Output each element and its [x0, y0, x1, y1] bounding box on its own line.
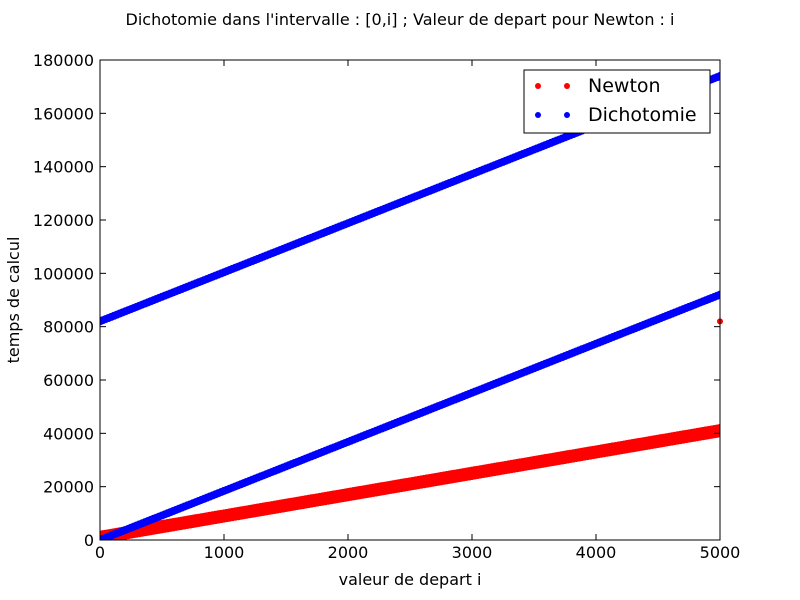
- y-tick-label: 20000: [43, 478, 94, 497]
- series-dichotomie-points: [100, 290, 720, 540]
- y-tick-label: 160000: [33, 104, 94, 123]
- chart-title: Dichotomie dans l'intervalle : [0,i] ; V…: [126, 10, 675, 29]
- x-tick-label: 4000: [576, 543, 617, 562]
- y-tick-label: 180000: [33, 51, 94, 70]
- legend-label-newton: Newton: [588, 75, 661, 97]
- y-tick-label: 0: [84, 531, 94, 550]
- y-axis-ticks: 0 20000 40000 60000 80000 100000 120000 140000 1…: [33, 51, 720, 550]
- plot-data: [100, 72, 720, 540]
- y-tick-label: 40000: [43, 424, 94, 443]
- x-tick-label: 3000: [452, 543, 493, 562]
- x-axis-label: valeur de depart i: [339, 570, 482, 589]
- point-dichotomie: [716, 290, 720, 299]
- point-newton: [716, 424, 720, 432]
- legend-box: [523, 69, 711, 134]
- legend-marker-dichotomie: [564, 112, 570, 118]
- point-dichotomie: [716, 72, 720, 80]
- plot-frame: [99, 59, 721, 541]
- y-tick-label: 120000: [33, 211, 94, 230]
- y-axis-label: temps de calcul: [4, 237, 23, 364]
- legend-marker-newton: [564, 83, 570, 89]
- legend-marker-dichotomie: [535, 112, 541, 118]
- legend-label-dichotomie: Dichotomie: [588, 104, 697, 126]
- y-tick-label: 100000: [33, 264, 94, 283]
- x-axis-ticks: 0 1000 2000 3000 4000 5000: [95, 60, 740, 562]
- y-tick-label: 60000: [43, 371, 94, 390]
- x-tick-label: 1000: [204, 543, 245, 562]
- x-tick-label: 5000: [700, 543, 741, 562]
- legend-marker-newton: [535, 83, 541, 89]
- x-tick-label: 2000: [328, 543, 369, 562]
- legend: Newton Dichotomie: [523, 69, 711, 134]
- y-tick-label: 140000: [33, 158, 94, 177]
- x-tick-label: 0: [95, 543, 105, 562]
- y-tick-label: 80000: [43, 318, 94, 337]
